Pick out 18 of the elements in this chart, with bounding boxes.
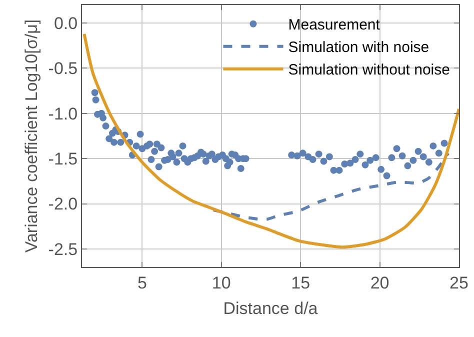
y-tick-label: -0.5 [48,59,78,78]
legend-label: Measurement [288,16,381,34]
x-tick-label: 5 [137,273,147,292]
legend-label: Simulation without noise [288,62,450,79]
x-tick-label: 25 [450,273,468,292]
x-tick-label: 10 [212,273,231,292]
legend-label: Simulation with noise [288,39,430,56]
x-tick-label: 20 [370,273,390,292]
y-tick-label: -2.5 [48,240,78,259]
x-axis-title: Distance d/a [223,298,318,318]
x-tick-label: 15 [291,273,310,292]
y-axis-title: Variance coefficient Log10[σ/μ] [22,19,41,253]
line-series [82,32,459,249]
y-tick-label: -2.0 [48,194,78,214]
y-tick-label: 0.0 [54,14,78,34]
y-tick-label: -1.5 [48,150,78,169]
y-tick-label: -1.0 [48,104,78,124]
line-series [212,152,450,221]
